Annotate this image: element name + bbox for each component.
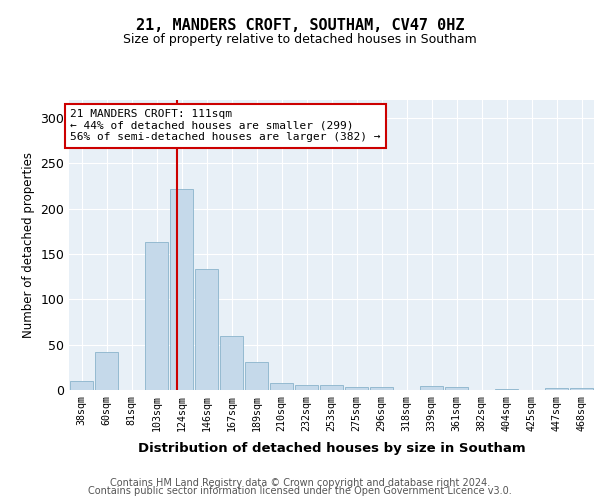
Bar	[445, 388, 468, 390]
Text: Size of property relative to detached houses in Southam: Size of property relative to detached ho…	[123, 32, 477, 46]
Bar	[145, 242, 168, 390]
Bar	[345, 388, 368, 390]
Bar	[495, 389, 518, 390]
Text: Contains HM Land Registry data © Crown copyright and database right 2024.: Contains HM Land Registry data © Crown c…	[110, 478, 490, 488]
X-axis label: Distribution of detached houses by size in Southam: Distribution of detached houses by size …	[137, 442, 526, 455]
Bar	[420, 386, 443, 390]
Bar	[320, 386, 343, 390]
Bar	[245, 362, 268, 390]
Bar	[370, 388, 393, 390]
Bar	[545, 388, 568, 390]
Bar	[270, 383, 293, 390]
Bar	[170, 189, 193, 390]
Text: 21 MANDERS CROFT: 111sqm
← 44% of detached houses are smaller (299)
56% of semi-: 21 MANDERS CROFT: 111sqm ← 44% of detach…	[70, 109, 381, 142]
Bar	[195, 270, 218, 390]
Bar	[295, 386, 318, 390]
Text: Contains public sector information licensed under the Open Government Licence v3: Contains public sector information licen…	[88, 486, 512, 496]
Y-axis label: Number of detached properties: Number of detached properties	[22, 152, 35, 338]
Bar	[70, 381, 93, 390]
Bar	[570, 388, 593, 390]
Bar	[220, 336, 243, 390]
Bar	[95, 352, 118, 390]
Text: 21, MANDERS CROFT, SOUTHAM, CV47 0HZ: 21, MANDERS CROFT, SOUTHAM, CV47 0HZ	[136, 18, 464, 32]
